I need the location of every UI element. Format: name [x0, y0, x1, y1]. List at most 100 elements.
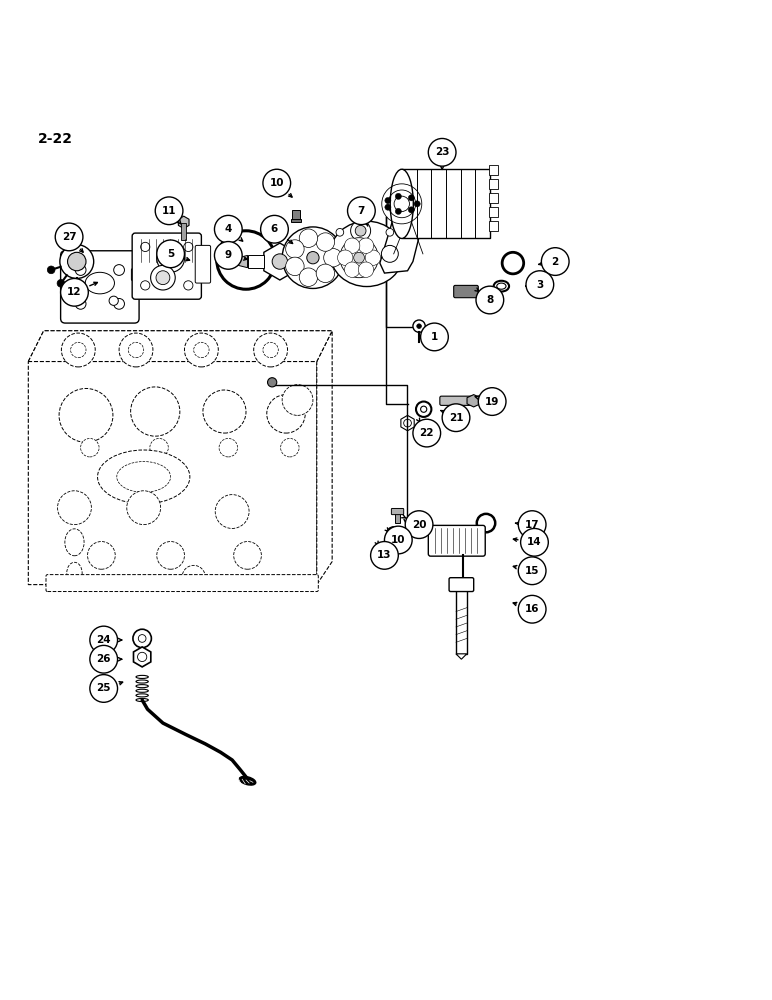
Circle shape	[90, 675, 117, 702]
Circle shape	[354, 252, 364, 263]
Circle shape	[203, 390, 246, 433]
Bar	[489, 165, 498, 175]
Circle shape	[337, 250, 353, 265]
Circle shape	[541, 248, 569, 275]
Circle shape	[323, 248, 342, 267]
Circle shape	[263, 342, 279, 358]
Circle shape	[70, 342, 86, 358]
Circle shape	[87, 542, 115, 569]
Text: 11: 11	[162, 206, 176, 216]
Polygon shape	[178, 216, 189, 228]
Circle shape	[56, 223, 83, 251]
Bar	[395, 512, 400, 523]
FancyBboxPatch shape	[61, 251, 139, 323]
Circle shape	[75, 298, 86, 309]
Ellipse shape	[66, 562, 82, 584]
Text: 24: 24	[96, 635, 111, 645]
Circle shape	[300, 268, 318, 286]
Bar	[248, 255, 265, 268]
Ellipse shape	[493, 281, 509, 292]
Circle shape	[263, 169, 290, 197]
FancyBboxPatch shape	[195, 245, 211, 283]
FancyBboxPatch shape	[428, 525, 486, 556]
Polygon shape	[401, 415, 415, 431]
Text: 13: 13	[378, 550, 391, 560]
Circle shape	[215, 242, 242, 269]
FancyBboxPatch shape	[440, 396, 476, 405]
Circle shape	[479, 388, 506, 415]
Circle shape	[163, 251, 178, 266]
Circle shape	[133, 629, 151, 648]
Circle shape	[300, 229, 318, 247]
Circle shape	[442, 404, 470, 432]
Ellipse shape	[496, 283, 506, 289]
Circle shape	[518, 595, 546, 623]
Circle shape	[185, 333, 218, 367]
Text: 2: 2	[552, 257, 559, 267]
Circle shape	[384, 204, 391, 210]
Text: 3: 3	[537, 280, 543, 290]
Bar	[489, 221, 498, 231]
Circle shape	[286, 257, 304, 276]
Ellipse shape	[330, 221, 403, 287]
Circle shape	[386, 228, 394, 236]
Circle shape	[414, 201, 420, 207]
Circle shape	[459, 578, 467, 586]
Text: 14: 14	[527, 537, 542, 547]
Circle shape	[141, 242, 150, 252]
Circle shape	[58, 491, 91, 525]
Circle shape	[194, 342, 209, 358]
Circle shape	[75, 265, 86, 275]
Circle shape	[184, 281, 193, 290]
FancyBboxPatch shape	[454, 285, 479, 298]
Text: 15: 15	[525, 566, 540, 576]
Circle shape	[421, 323, 449, 351]
Circle shape	[73, 285, 80, 292]
Circle shape	[150, 438, 168, 457]
FancyBboxPatch shape	[401, 169, 490, 238]
Text: 8: 8	[486, 295, 493, 305]
Ellipse shape	[239, 776, 256, 785]
Text: 10: 10	[391, 535, 405, 545]
Polygon shape	[29, 331, 332, 585]
Polygon shape	[467, 395, 480, 407]
Circle shape	[384, 526, 412, 554]
Circle shape	[90, 626, 117, 654]
Circle shape	[428, 138, 456, 166]
Circle shape	[408, 195, 415, 201]
Circle shape	[267, 395, 305, 433]
Circle shape	[128, 342, 144, 358]
Text: 20: 20	[411, 520, 426, 530]
Circle shape	[254, 333, 287, 367]
Circle shape	[59, 388, 113, 442]
Circle shape	[151, 265, 175, 290]
Circle shape	[405, 511, 433, 538]
Circle shape	[413, 320, 425, 332]
Circle shape	[358, 238, 374, 253]
Bar	[292, 210, 300, 221]
Polygon shape	[29, 331, 332, 362]
Circle shape	[518, 511, 546, 538]
Circle shape	[355, 225, 366, 236]
Bar	[181, 223, 186, 240]
Circle shape	[344, 238, 360, 253]
FancyBboxPatch shape	[132, 233, 201, 299]
Text: 27: 27	[62, 232, 76, 242]
Circle shape	[417, 324, 422, 328]
Circle shape	[317, 233, 334, 251]
Circle shape	[80, 438, 99, 457]
Ellipse shape	[117, 462, 171, 492]
Ellipse shape	[390, 169, 413, 238]
Ellipse shape	[378, 544, 394, 551]
Text: 17: 17	[525, 520, 540, 530]
Circle shape	[358, 262, 374, 277]
Circle shape	[215, 495, 249, 528]
Circle shape	[67, 252, 86, 271]
Circle shape	[371, 542, 398, 569]
Circle shape	[182, 565, 205, 588]
Ellipse shape	[340, 238, 378, 278]
Circle shape	[261, 215, 288, 243]
FancyBboxPatch shape	[131, 268, 146, 281]
Circle shape	[157, 245, 185, 272]
Circle shape	[157, 542, 185, 569]
